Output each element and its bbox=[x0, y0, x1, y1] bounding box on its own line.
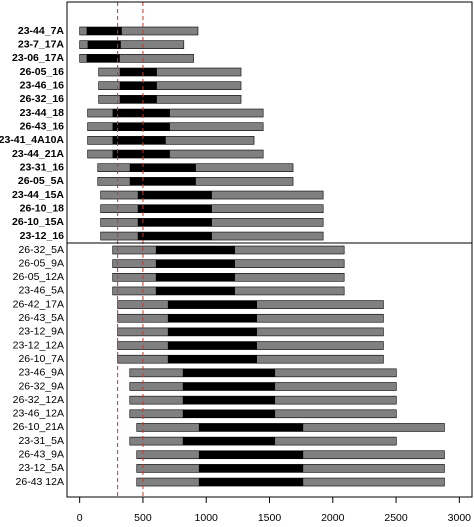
outer-bar bbox=[98, 67, 242, 77]
inner-bar bbox=[167, 341, 257, 350]
inner-bar bbox=[198, 450, 304, 459]
inner-bar bbox=[167, 327, 257, 336]
inner-bar bbox=[182, 396, 276, 405]
inner-bar bbox=[167, 314, 257, 323]
row-label: 23-44_21A bbox=[12, 148, 64, 160]
inner-bar bbox=[112, 122, 170, 131]
inner-bar bbox=[182, 382, 276, 391]
row-label: 26-43_9A bbox=[18, 449, 64, 461]
x-tick-label: 0 bbox=[77, 512, 83, 524]
inner-bar bbox=[119, 68, 157, 77]
row-label: 26-32_5A bbox=[18, 244, 64, 256]
row-label: 23-31_5A bbox=[18, 435, 64, 447]
row-label: 26-05_12A bbox=[13, 271, 64, 283]
row-label: 23-46_12A bbox=[13, 408, 64, 420]
row-label: 23-44_15A bbox=[12, 189, 64, 201]
inner-bar bbox=[155, 259, 235, 268]
inner-bar bbox=[167, 300, 257, 309]
inner-bar bbox=[182, 368, 276, 377]
inner-bar bbox=[137, 218, 212, 227]
inner-bar bbox=[86, 54, 120, 63]
inner-bar bbox=[119, 81, 157, 90]
x-tick-label: 1500 bbox=[258, 512, 282, 524]
row-label: 23-7_17A bbox=[18, 38, 65, 50]
row-label: 26-10_21A bbox=[13, 421, 64, 433]
x-tick-label: 2000 bbox=[321, 512, 345, 524]
outer-bar bbox=[98, 95, 242, 104]
inner-bar bbox=[198, 423, 304, 432]
row-label: 26-43_16 bbox=[20, 120, 65, 132]
row-label: 23-46_9A bbox=[18, 367, 64, 379]
x-tick-label: 500 bbox=[134, 512, 152, 524]
row-label: 26-43 12A bbox=[16, 476, 64, 488]
x-tick-label: 1000 bbox=[195, 512, 219, 524]
x-tick-label: 3000 bbox=[448, 512, 472, 524]
inner-bar bbox=[182, 437, 276, 446]
inner-bar bbox=[167, 355, 257, 364]
inner-bar bbox=[155, 286, 235, 295]
x-tick-label: 2500 bbox=[384, 512, 408, 524]
inner-bar bbox=[198, 464, 304, 473]
row-label: 26-32_16 bbox=[20, 93, 65, 105]
inner-bar bbox=[137, 204, 212, 213]
row-label: 23-12_5A bbox=[18, 462, 64, 474]
row-label: 26-32_12A bbox=[13, 394, 64, 406]
row-label: 23-12_9A bbox=[18, 326, 64, 338]
row-label: 23-46_16 bbox=[20, 79, 65, 91]
outer-bar bbox=[79, 26, 199, 36]
row-label: 26-10_18 bbox=[20, 202, 65, 214]
row-label: 23-44_18 bbox=[20, 107, 65, 119]
row-label: 26-05_5A bbox=[18, 175, 65, 187]
inner-bar bbox=[87, 40, 121, 49]
row-label: 23-41_4A10A bbox=[0, 134, 64, 146]
inner-bar bbox=[182, 409, 276, 418]
inner-bar bbox=[112, 109, 170, 118]
inner-bar bbox=[155, 273, 235, 282]
outer-bar bbox=[87, 122, 264, 131]
outer-bar bbox=[87, 108, 264, 118]
inner-bar bbox=[86, 27, 122, 35]
inner-bar bbox=[129, 163, 196, 172]
inner-bar bbox=[129, 177, 196, 186]
row-label: 26-32_9A bbox=[18, 380, 64, 392]
outer-bar bbox=[87, 136, 255, 145]
outer-bar bbox=[79, 54, 194, 63]
inner-bar bbox=[137, 191, 212, 200]
row-label: 23-06_17A bbox=[12, 52, 64, 64]
inner-bar bbox=[137, 232, 212, 241]
outer-bar bbox=[87, 149, 264, 159]
row-label: 26-05_9A bbox=[18, 257, 64, 269]
inner-bar bbox=[112, 136, 166, 145]
row-label: 26-05_16 bbox=[20, 66, 65, 78]
inner-bar bbox=[155, 246, 235, 254]
row-label: 23-31_16 bbox=[20, 161, 65, 173]
row-label: 26-42_17A bbox=[13, 298, 64, 310]
outer-bar bbox=[98, 81, 242, 90]
row-label: 23-12_16 bbox=[20, 230, 65, 242]
row-label: 23-12_12A bbox=[13, 339, 64, 351]
inner-bar bbox=[119, 95, 157, 104]
row-label: 26-10_15A bbox=[12, 216, 64, 228]
inner-bar bbox=[198, 478, 304, 487]
row-label: 23-46_5A bbox=[18, 285, 64, 297]
row-label: 26-43_5A bbox=[18, 312, 64, 324]
row-label: 23-44_7A bbox=[18, 25, 65, 37]
outer-bar bbox=[79, 40, 185, 49]
row-label: 26-10_7A bbox=[18, 353, 64, 365]
inner-bar bbox=[112, 150, 170, 159]
